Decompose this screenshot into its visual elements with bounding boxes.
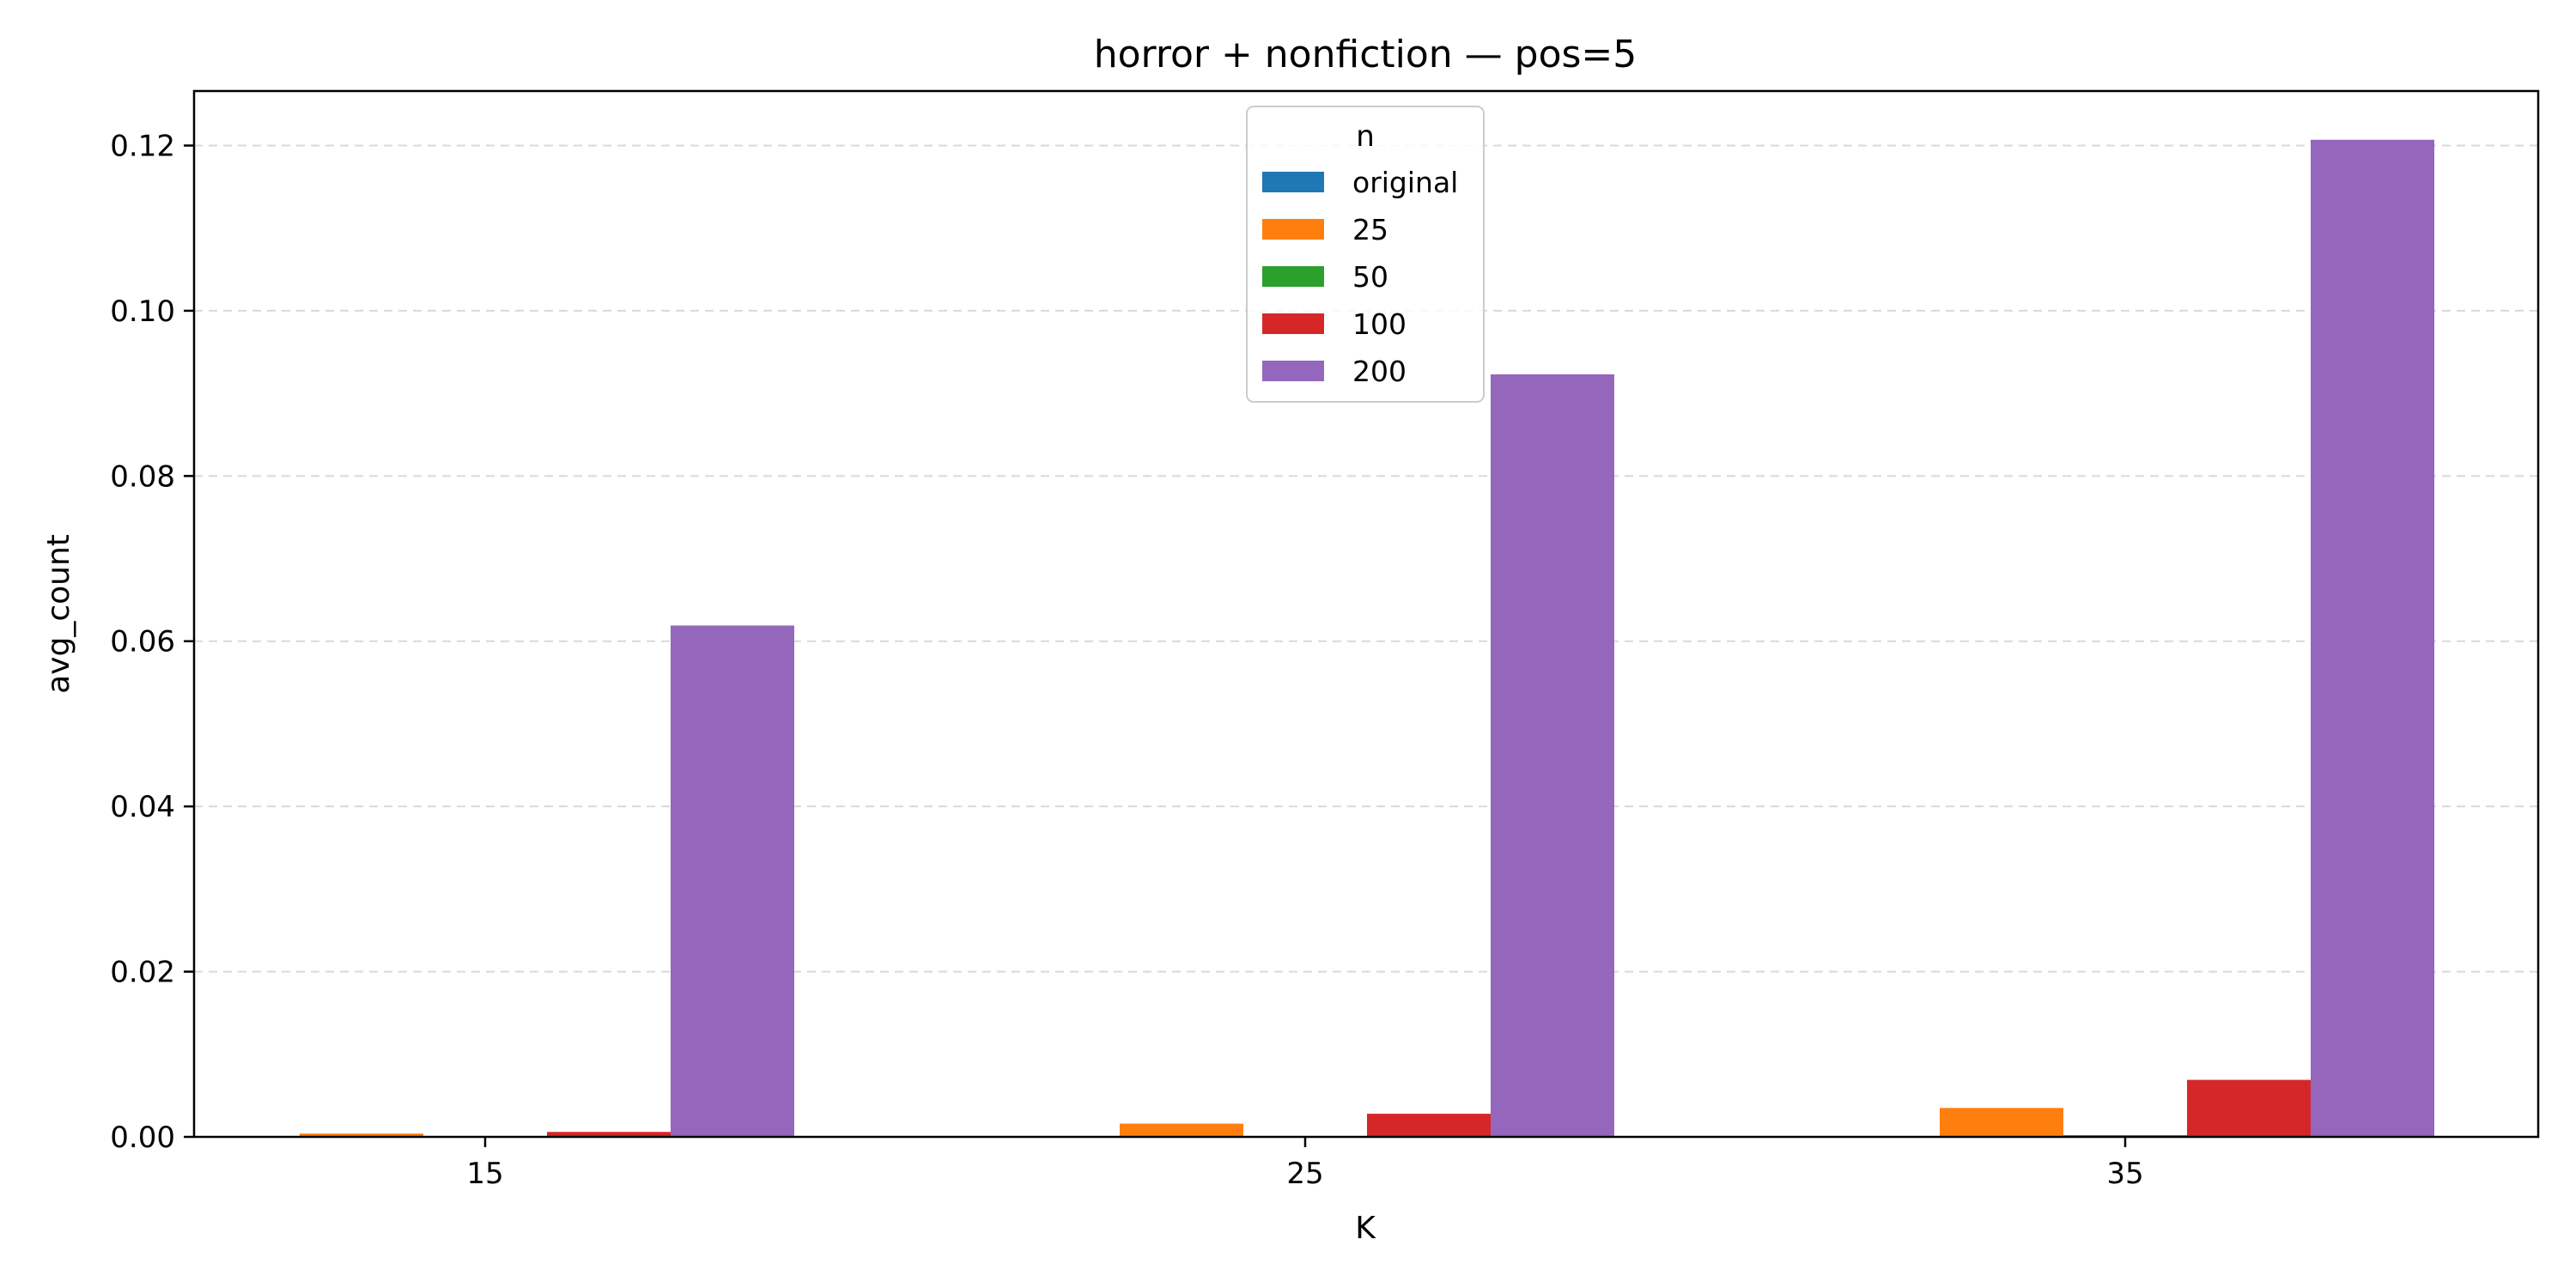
bar-100-k25	[1367, 1114, 1491, 1137]
bar-100-k15	[547, 1132, 671, 1137]
bar-200-k15	[671, 625, 794, 1137]
legend-entries: original 25 50 100 200	[1262, 166, 1458, 388]
y-tick-label: 0.04	[110, 790, 175, 824]
legend-label: 50	[1352, 260, 1388, 294]
bar-200-k25	[1491, 374, 1614, 1138]
y-axis-label: avg_count	[41, 534, 76, 694]
x-axis: 15 25 35	[466, 1137, 2144, 1191]
x-tick-label: 15	[466, 1157, 503, 1191]
y-axis: 0.00 0.02 0.04 0.06 0.08 0.10 0.12	[110, 129, 194, 1155]
y-tick-label: 0.12	[110, 129, 175, 163]
bars-layer	[300, 139, 2434, 1138]
y-tick-label: 0.06	[110, 625, 175, 659]
legend: n original 25 50 100 200	[1246, 106, 1485, 403]
bar-25-k15	[300, 1133, 423, 1137]
bar-25-k35	[1940, 1108, 2063, 1137]
legend-swatch	[1262, 266, 1324, 287]
x-axis-label: K	[1355, 1211, 1376, 1246]
legend-title: n	[1356, 119, 1375, 154]
chart-title: horror + nonfiction — pos=5	[1094, 33, 1637, 76]
legend-label: 25	[1352, 213, 1388, 246]
plot-frame	[192, 89, 2540, 1139]
legend-label: 100	[1352, 307, 1406, 341]
y-tick-label: 0.10	[110, 295, 175, 329]
legend-swatch	[1262, 313, 1324, 334]
bar-25-k25	[1120, 1123, 1243, 1137]
bar-100-k35	[2187, 1079, 2311, 1137]
legend-swatch	[1262, 361, 1324, 381]
y-tick-label: 0.00	[110, 1121, 175, 1155]
y-tick-label: 0.02	[110, 956, 175, 990]
x-tick-label: 35	[2106, 1157, 2143, 1191]
legend-label: 200	[1352, 355, 1406, 388]
legend-swatch	[1262, 219, 1324, 240]
legend-label: original	[1352, 166, 1458, 199]
x-tick-label: 25	[1286, 1157, 1323, 1191]
bar-200-k35	[2311, 139, 2434, 1137]
legend-swatch	[1262, 172, 1324, 192]
y-tick-label: 0.08	[110, 459, 175, 494]
